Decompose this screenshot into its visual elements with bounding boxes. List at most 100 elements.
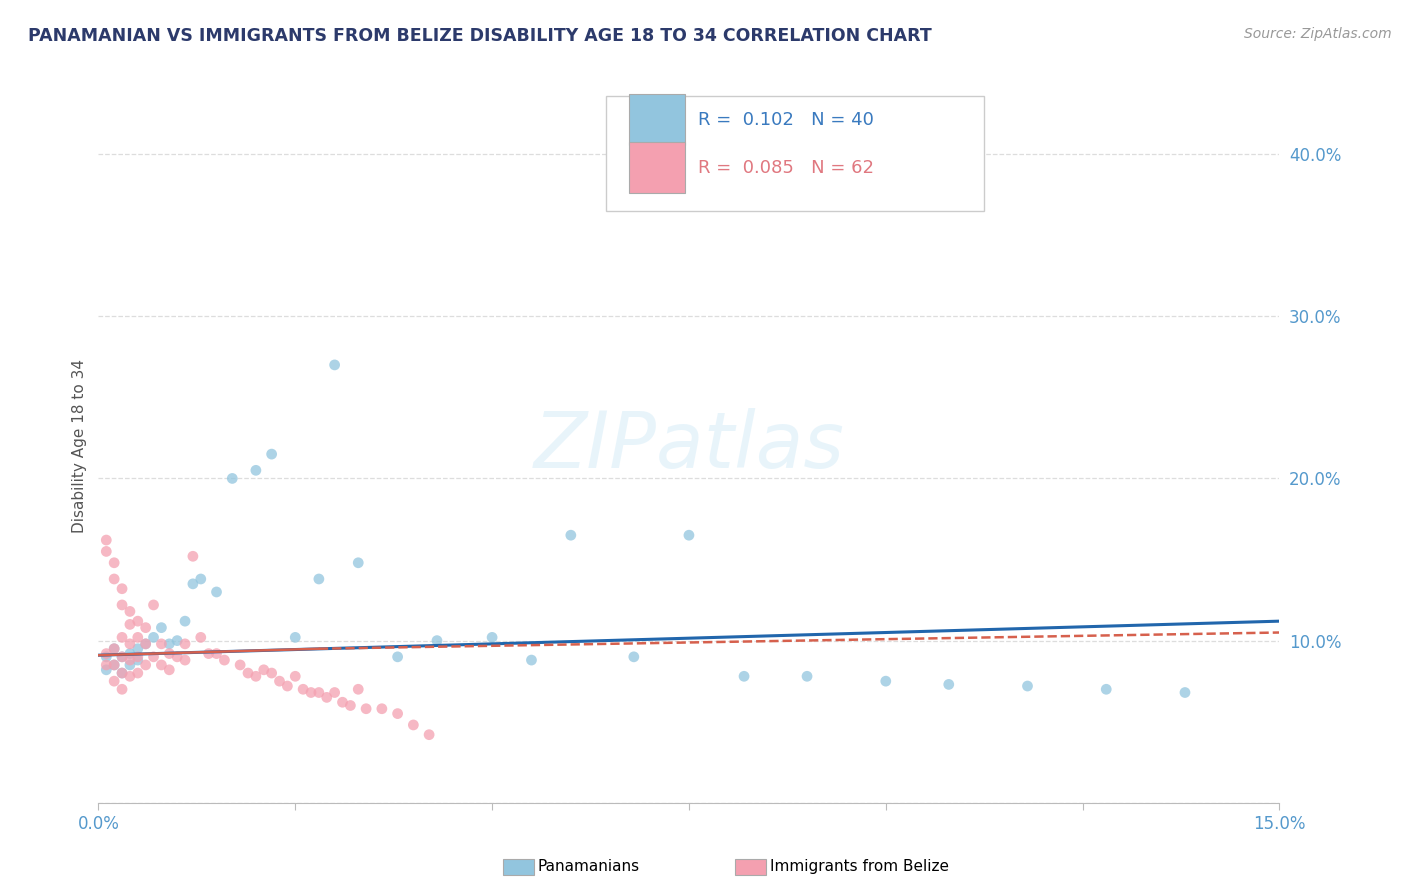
Point — [229, 657, 252, 672]
Point — [205, 647, 228, 661]
Point — [118, 669, 141, 683]
Point — [284, 631, 307, 645]
Point — [127, 666, 149, 681]
Text: Source: ZipAtlas.com: Source: ZipAtlas.com — [1244, 27, 1392, 41]
Point — [96, 647, 118, 661]
Point — [875, 674, 897, 689]
Point — [332, 695, 354, 709]
Point — [96, 657, 118, 672]
Point — [733, 669, 755, 683]
Point — [142, 598, 165, 612]
Point — [96, 544, 118, 558]
Point — [520, 653, 543, 667]
Point — [260, 447, 283, 461]
Point — [157, 647, 180, 661]
Point — [190, 572, 212, 586]
Point — [481, 631, 503, 645]
Point — [118, 617, 141, 632]
Point — [284, 669, 307, 683]
Point — [118, 637, 141, 651]
Point — [560, 528, 582, 542]
Text: ZIPatlas: ZIPatlas — [533, 408, 845, 484]
Point — [127, 631, 149, 645]
Point — [623, 649, 645, 664]
Point — [308, 685, 330, 699]
Point — [150, 657, 173, 672]
Point — [269, 674, 291, 689]
Point — [111, 666, 134, 681]
Point — [118, 653, 141, 667]
Point — [118, 647, 141, 661]
Point — [111, 598, 134, 612]
Point — [214, 653, 236, 667]
Point — [387, 706, 409, 721]
Point — [347, 682, 370, 697]
Point — [245, 463, 267, 477]
FancyBboxPatch shape — [606, 96, 984, 211]
Point — [181, 549, 204, 564]
Point — [371, 702, 394, 716]
Point — [174, 614, 197, 628]
FancyBboxPatch shape — [628, 142, 685, 193]
Point — [1174, 685, 1197, 699]
Point — [354, 702, 377, 716]
Point — [205, 585, 228, 599]
Point — [197, 647, 219, 661]
Point — [111, 682, 134, 697]
Point — [135, 637, 157, 651]
Point — [118, 657, 141, 672]
Point — [96, 533, 118, 547]
Point — [111, 666, 134, 681]
Point — [245, 669, 267, 683]
Point — [796, 669, 818, 683]
Point — [157, 663, 180, 677]
Point — [111, 582, 134, 596]
Point — [103, 674, 125, 689]
Point — [111, 649, 134, 664]
Point — [111, 649, 134, 664]
Text: R =  0.102   N = 40: R = 0.102 N = 40 — [699, 111, 875, 128]
Point — [127, 653, 149, 667]
Point — [103, 657, 125, 672]
Point — [96, 649, 118, 664]
Point — [96, 663, 118, 677]
Point — [308, 572, 330, 586]
Text: R =  0.085   N = 62: R = 0.085 N = 62 — [699, 159, 875, 177]
Point — [938, 677, 960, 691]
Point — [426, 633, 449, 648]
Text: Immigrants from Belize: Immigrants from Belize — [770, 859, 949, 873]
Point — [174, 637, 197, 651]
Point — [103, 657, 125, 672]
Point — [236, 666, 259, 681]
Point — [221, 471, 243, 485]
Point — [127, 649, 149, 664]
Point — [1095, 682, 1118, 697]
Point — [315, 690, 337, 705]
Point — [135, 637, 157, 651]
Point — [292, 682, 315, 697]
Point — [260, 666, 283, 681]
Y-axis label: Disability Age 18 to 34: Disability Age 18 to 34 — [72, 359, 87, 533]
Point — [150, 637, 173, 651]
Point — [347, 556, 370, 570]
Point — [103, 641, 125, 656]
Point — [190, 631, 212, 645]
Point — [323, 685, 346, 699]
Point — [135, 657, 157, 672]
Point — [387, 649, 409, 664]
Point — [1017, 679, 1039, 693]
Point — [103, 572, 125, 586]
Point — [103, 556, 125, 570]
Point — [402, 718, 425, 732]
Point — [118, 604, 141, 618]
Point — [276, 679, 298, 693]
Point — [339, 698, 361, 713]
FancyBboxPatch shape — [628, 94, 685, 145]
Text: Panamanians: Panamanians — [537, 859, 640, 873]
Point — [111, 631, 134, 645]
Point — [253, 663, 276, 677]
Point — [150, 621, 173, 635]
Point — [166, 649, 188, 664]
Point — [181, 577, 204, 591]
Point — [299, 685, 322, 699]
